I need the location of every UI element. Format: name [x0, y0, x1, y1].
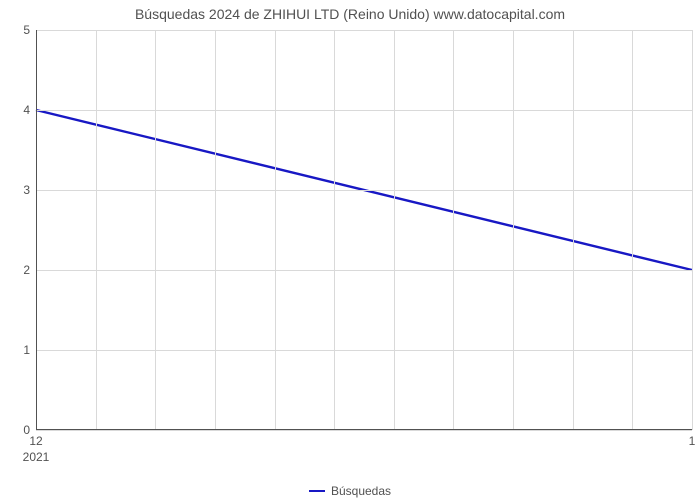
line-layer: [36, 30, 692, 430]
y-tick-label: 4: [23, 103, 30, 117]
y-tick-label: 2: [23, 263, 30, 277]
gridline-v: [215, 30, 216, 430]
gridline-v: [155, 30, 156, 430]
x-tick-secondary-label: 2021: [23, 450, 50, 464]
gridline-v: [96, 30, 97, 430]
gridline-v: [453, 30, 454, 430]
chart-title: Búsquedas 2024 de ZHIHUI LTD (Reino Unid…: [0, 6, 700, 22]
gridline-v: [275, 30, 276, 430]
gridline-h: [36, 270, 692, 271]
y-tick-label: 5: [23, 23, 30, 37]
gridline-v: [394, 30, 395, 430]
y-tick-label: 3: [23, 183, 30, 197]
gridline-h: [36, 430, 692, 431]
gridline-v: [692, 30, 693, 430]
y-tick-label: 0: [23, 423, 30, 437]
gridline-v: [632, 30, 633, 430]
gridline-h: [36, 30, 692, 31]
y-tick-label: 1: [23, 343, 30, 357]
x-tick-label: 1: [689, 434, 696, 448]
plot-area: 1220211012345: [36, 30, 692, 430]
gridline-v: [334, 30, 335, 430]
gridline-h: [36, 190, 692, 191]
legend: Búsquedas: [0, 479, 700, 498]
chart-container: Búsquedas 2024 de ZHIHUI LTD (Reino Unid…: [0, 0, 700, 500]
gridline-v: [573, 30, 574, 430]
legend-swatch: [309, 490, 325, 492]
legend-label: Búsquedas: [331, 484, 391, 498]
y-axis-line: [36, 30, 37, 430]
legend-item: Búsquedas: [309, 484, 391, 498]
gridline-h: [36, 110, 692, 111]
gridline-h: [36, 350, 692, 351]
x-axis-line: [36, 429, 692, 430]
gridline-v: [513, 30, 514, 430]
x-tick-label: 12: [29, 434, 42, 448]
